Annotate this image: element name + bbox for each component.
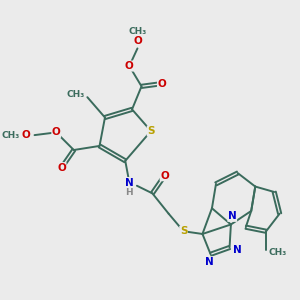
Text: CH₃: CH₃ xyxy=(269,248,287,257)
Text: O: O xyxy=(158,79,166,88)
Text: N: N xyxy=(233,245,242,255)
Text: N: N xyxy=(205,257,214,267)
Text: O: O xyxy=(125,61,134,71)
Text: N: N xyxy=(228,212,237,221)
Text: CH₃: CH₃ xyxy=(128,27,147,36)
Text: N: N xyxy=(125,178,134,188)
Text: O: O xyxy=(133,36,142,46)
Text: CH₃: CH₃ xyxy=(2,130,20,140)
Text: O: O xyxy=(52,128,61,137)
Text: H: H xyxy=(125,188,133,197)
Text: O: O xyxy=(57,163,66,172)
Text: O: O xyxy=(22,130,31,140)
Text: O: O xyxy=(160,171,169,181)
Text: S: S xyxy=(180,226,187,236)
Text: CH₃: CH₃ xyxy=(66,90,85,99)
Text: S: S xyxy=(147,126,155,136)
